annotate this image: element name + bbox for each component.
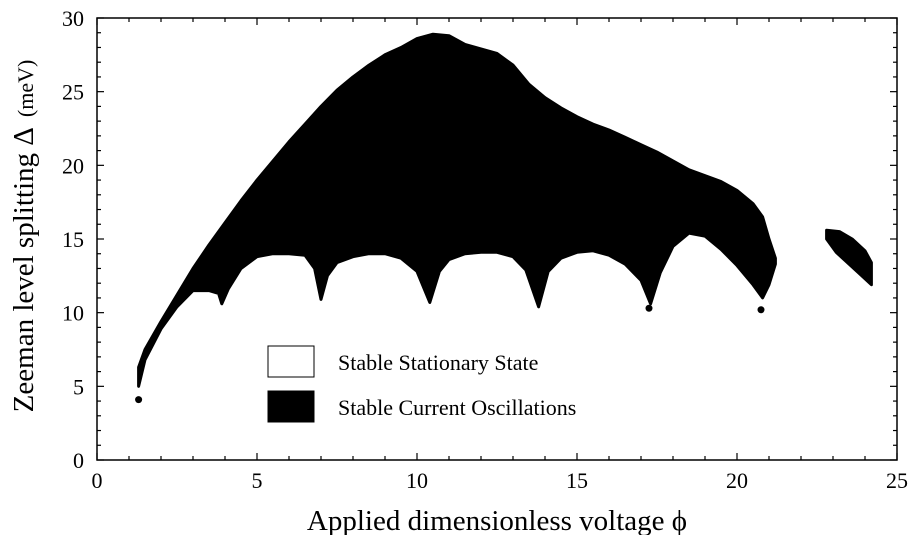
isolated-point	[645, 304, 653, 312]
legend-label-stable-current-oscillations: Stable Current Oscillations	[338, 395, 576, 420]
chart-regions	[137, 32, 873, 388]
y-tick-label: 0	[73, 448, 84, 473]
x-tick-label: 20	[726, 468, 748, 493]
x-tick-label: 25	[886, 468, 908, 493]
y-tick-label: 15	[62, 227, 84, 252]
y-tick-label: 20	[62, 153, 84, 178]
chart-isolated-points	[135, 304, 765, 404]
legend-swatch-stable-stationary-state	[267, 345, 315, 378]
axis-ticks	[96, 17, 898, 461]
region-main-0	[137, 32, 777, 388]
x-tick-label: 0	[92, 468, 103, 493]
y-tick-label: 30	[62, 6, 84, 31]
y-tick-label: 5	[73, 374, 84, 399]
y-axis-label: Zeeman level splitting Δ (meV)	[8, 60, 40, 413]
y-axis-label-main: Zeeman level splitting Δ	[8, 127, 40, 412]
x-tick-label: 5	[252, 468, 263, 493]
x-axis-label: Applied dimensionless voltage ϕ	[307, 505, 687, 535]
legend: Stable Stationary State Stable Current O…	[267, 345, 576, 423]
isolated-point	[757, 306, 765, 314]
axis-tick-labels: 0 5 10 15 20 25 0 5 10 15 20 25 30	[62, 6, 908, 493]
legend-label-stable-stationary-state: Stable Stationary State	[338, 350, 538, 375]
x-tick-label: 15	[566, 468, 588, 493]
y-tick-label: 25	[62, 80, 84, 105]
region-island-1	[825, 228, 873, 287]
y-tick-label: 10	[62, 301, 84, 326]
legend-swatch-stable-current-oscillations	[267, 390, 315, 423]
x-tick-label: 10	[406, 468, 428, 493]
isolated-point	[135, 396, 143, 404]
y-axis-label-unit: (meV)	[13, 60, 38, 117]
